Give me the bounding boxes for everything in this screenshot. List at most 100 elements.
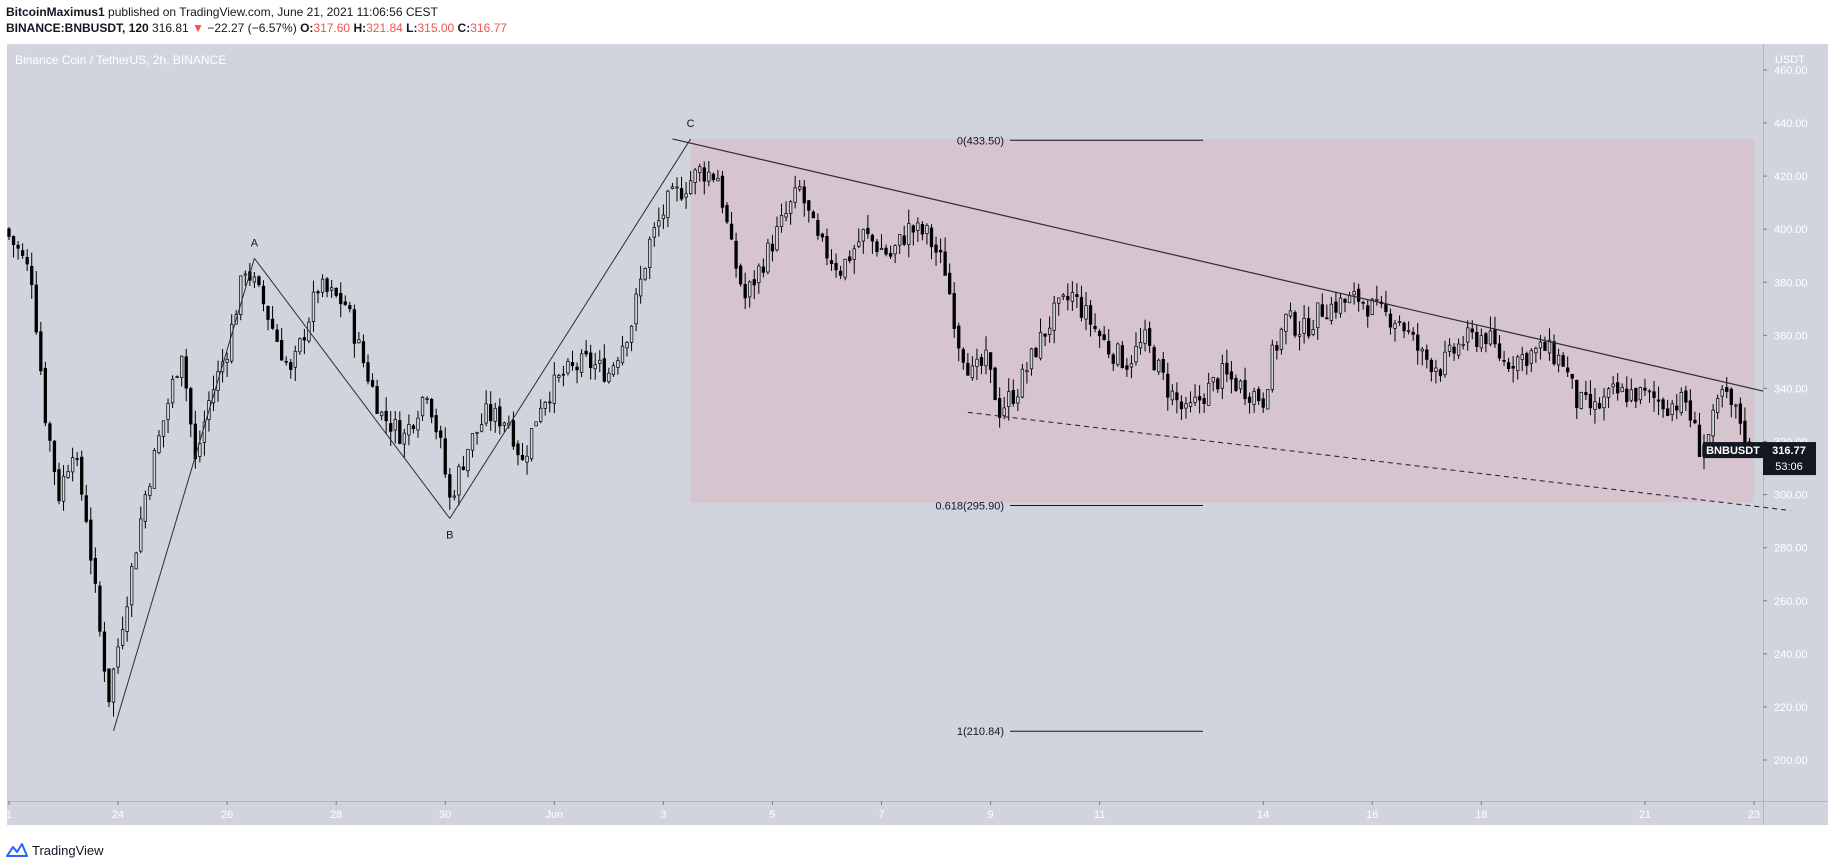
- candle-body: [1502, 359, 1506, 362]
- candle: [1693, 411, 1697, 425]
- candle: [1297, 321, 1302, 351]
- candle-body: [643, 268, 647, 280]
- candle-body: [1388, 313, 1393, 328]
- candle: [970, 356, 975, 381]
- candle: [929, 224, 934, 260]
- x-tick-label: 14: [1257, 809, 1269, 821]
- down-arrow-icon: ▼: [192, 21, 204, 35]
- candle: [520, 443, 525, 461]
- candle-body: [1620, 386, 1624, 393]
- symbol-label: BINANCE:BNBUSDT, 120: [6, 21, 149, 35]
- y-tick-label: 280.00: [1774, 543, 1808, 555]
- candle: [452, 489, 456, 501]
- candle: [1516, 354, 1520, 380]
- candle: [1352, 282, 1356, 305]
- candle-body: [1479, 335, 1483, 349]
- candle-body: [261, 285, 266, 305]
- candle: [1443, 340, 1447, 378]
- candle: [534, 421, 538, 427]
- candle: [1593, 388, 1597, 424]
- candle-body: [161, 420, 166, 437]
- candle: [1561, 352, 1565, 367]
- candle: [425, 396, 429, 404]
- candle-body: [189, 388, 193, 425]
- candle-body: [289, 362, 293, 370]
- low-value: 315.00: [417, 21, 455, 35]
- candle: [820, 232, 825, 242]
- candle: [1038, 318, 1043, 361]
- candle: [552, 362, 556, 414]
- candle-body: [1243, 380, 1247, 400]
- candle: [988, 352, 993, 384]
- candle-body: [1629, 389, 1633, 401]
- candle: [184, 348, 188, 402]
- candle-body: [1252, 391, 1256, 405]
- candle: [1616, 373, 1620, 401]
- candle: [757, 263, 761, 294]
- wave-label-c: C: [687, 118, 695, 130]
- candle-body: [1347, 295, 1352, 304]
- author-name[interactable]: BitcoinMaximus1: [6, 5, 105, 19]
- candle: [116, 638, 120, 674]
- candle: [329, 280, 334, 298]
- candle-body: [625, 342, 629, 349]
- candle: [1088, 300, 1093, 337]
- candle: [752, 270, 756, 300]
- price-chart[interactable]: Binance Coin / TetherUS, 2h, BINANCE 200.…: [0, 0, 1828, 835]
- candle-body: [1220, 363, 1224, 389]
- candle-body: [1247, 396, 1252, 403]
- candle: [1166, 362, 1170, 411]
- candle-body: [39, 331, 43, 372]
- candle: [89, 507, 93, 575]
- candle-body: [734, 240, 738, 269]
- candle: [366, 354, 370, 385]
- candle: [1466, 320, 1470, 351]
- candle: [361, 334, 366, 368]
- candle: [420, 395, 425, 421]
- candle-body: [1234, 378, 1238, 391]
- candle: [1497, 335, 1502, 361]
- candle-body: [516, 443, 520, 456]
- candle-body: [143, 494, 147, 522]
- x-tick-label: 28: [330, 809, 342, 821]
- candle-body: [598, 359, 602, 364]
- candle: [857, 228, 861, 249]
- candle-body: [66, 471, 70, 479]
- x-tick-label: 24: [112, 809, 124, 821]
- candle: [1688, 389, 1693, 428]
- candle-body: [475, 431, 479, 434]
- candle-body: [48, 423, 52, 441]
- candle: [393, 411, 397, 444]
- candle: [961, 347, 965, 370]
- candle-body: [757, 265, 761, 284]
- candle-body: [693, 169, 697, 183]
- candle-body: [30, 266, 34, 286]
- candle-body: [125, 606, 129, 632]
- candle: [1120, 341, 1124, 369]
- candle-body: [511, 420, 516, 447]
- tradingview-brand[interactable]: TradingView: [6, 840, 104, 860]
- y-tick-label: 220.00: [1774, 702, 1808, 714]
- candle: [230, 314, 234, 364]
- candle: [1329, 296, 1334, 325]
- candle-body: [1070, 292, 1075, 302]
- candle-body: [357, 339, 361, 344]
- candle: [357, 331, 361, 344]
- candle-body: [1034, 347, 1038, 358]
- candle: [1134, 332, 1138, 366]
- candle-body: [34, 284, 38, 333]
- candle: [829, 249, 834, 271]
- candle: [1393, 319, 1397, 342]
- candle-body: [320, 278, 325, 293]
- candle-body: [470, 433, 475, 451]
- candle: [593, 352, 597, 380]
- candle: [429, 397, 434, 424]
- candle-body: [1616, 382, 1620, 394]
- candle-body: [1693, 419, 1697, 424]
- candle: [684, 182, 688, 209]
- candle: [1288, 302, 1293, 319]
- y-tick-label: 260.00: [1774, 596, 1808, 608]
- published-text: published on TradingView.com, June 21, 2…: [108, 5, 438, 19]
- candle: [793, 175, 797, 209]
- candle: [375, 379, 379, 414]
